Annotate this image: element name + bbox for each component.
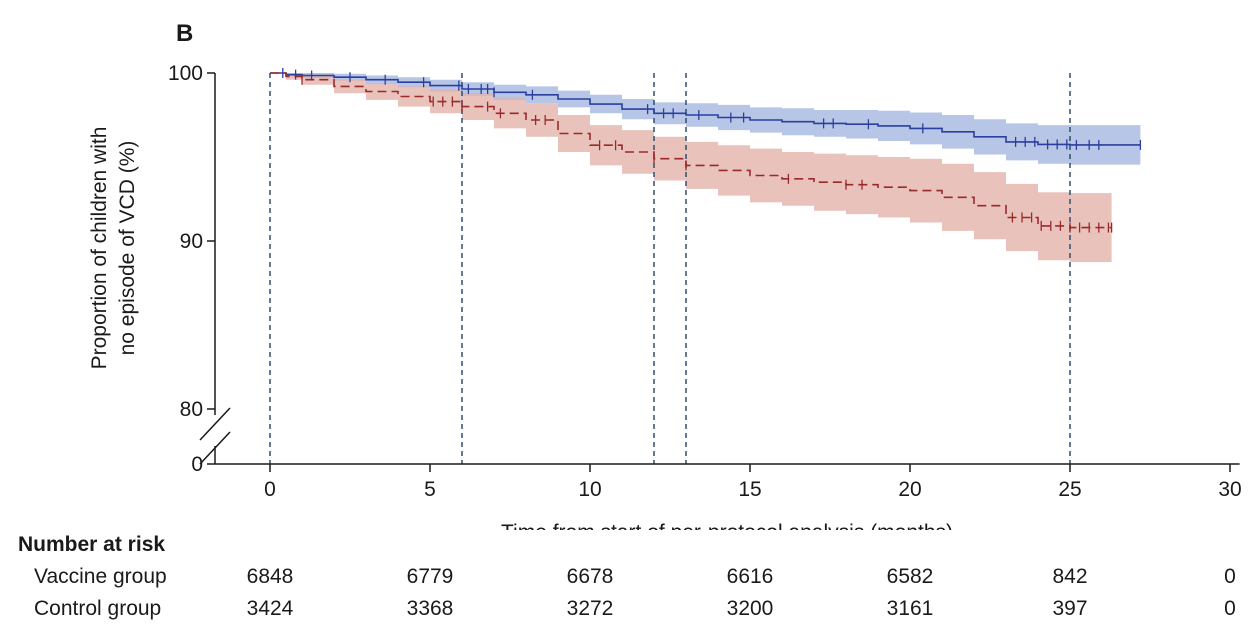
confidence-bands <box>270 73 1141 262</box>
risk-cell: 6616 <box>726 565 774 588</box>
x-tick-label: 20 <box>898 478 921 501</box>
vaccine-survival-curve <box>270 72 1141 146</box>
x-tick-label: 30 <box>1218 478 1241 501</box>
reference-lines <box>269 73 1071 464</box>
survival-curves <box>270 72 1141 229</box>
risk-cell: 6582 <box>886 565 934 588</box>
axes: 0 80 90 100 0 5 10 15 20 25 30 <box>168 62 1242 501</box>
y-axis-title-line-2: no episode of VCD (%) <box>116 141 139 356</box>
risk-cell: 3161 <box>886 597 934 620</box>
control-survival-curve <box>270 72 1112 229</box>
y-axis-title-line-1: Proportion of children with <box>88 127 111 370</box>
x-tick-label: 25 <box>1058 478 1081 501</box>
risk-cell: 6848 <box>246 565 294 588</box>
vaccine-confidence-band <box>270 73 1141 165</box>
risk-cell: 3200 <box>726 597 774 620</box>
y-tick-label: 80 <box>180 398 203 421</box>
control-confidence-band <box>270 73 1112 262</box>
risk-cell: 3368 <box>406 597 454 620</box>
axis-break-mark <box>199 407 231 441</box>
risk-row-control: Control group 3424 3368 3272 3200 3161 397 0 <box>0 597 1256 627</box>
km-survival-chart: B Proportion of children with no episode… <box>88 20 1242 530</box>
risk-cell: 0 <box>1224 597 1236 620</box>
x-tick-label: 0 <box>264 478 276 501</box>
x-tick-label: 10 <box>578 478 601 501</box>
risk-cell: 6678 <box>566 565 614 588</box>
risk-cell: 0 <box>1224 565 1236 588</box>
risk-row-label: Control group <box>34 597 162 620</box>
axis-break-mark <box>199 431 231 465</box>
panel-label: B <box>176 20 193 47</box>
risk-cell: 3424 <box>246 597 294 620</box>
risk-cell: 3272 <box>566 597 614 620</box>
risk-cell: 6779 <box>406 565 454 588</box>
y-axis-title: Proportion of children with no episode o… <box>88 127 139 370</box>
censor-marks <box>282 68 1142 233</box>
x-axis-title: Time from start of per-protocol analysis… <box>501 521 953 530</box>
y-tick-label: 100 <box>168 62 203 85</box>
x-tick-label: 5 <box>424 478 436 501</box>
x-tick-label: 15 <box>738 478 761 501</box>
risk-row-vaccine: Vaccine group 6848 6779 6678 6616 6582 842 0 <box>0 565 1256 595</box>
risk-cell: 397 <box>1052 597 1088 620</box>
y-tick-label: 90 <box>180 230 203 253</box>
risk-table-title: Number at risk <box>18 533 166 556</box>
y-tick-label: 0 <box>191 453 203 476</box>
risk-cell: 842 <box>1052 565 1088 588</box>
risk-row-label: Vaccine group <box>34 565 167 588</box>
